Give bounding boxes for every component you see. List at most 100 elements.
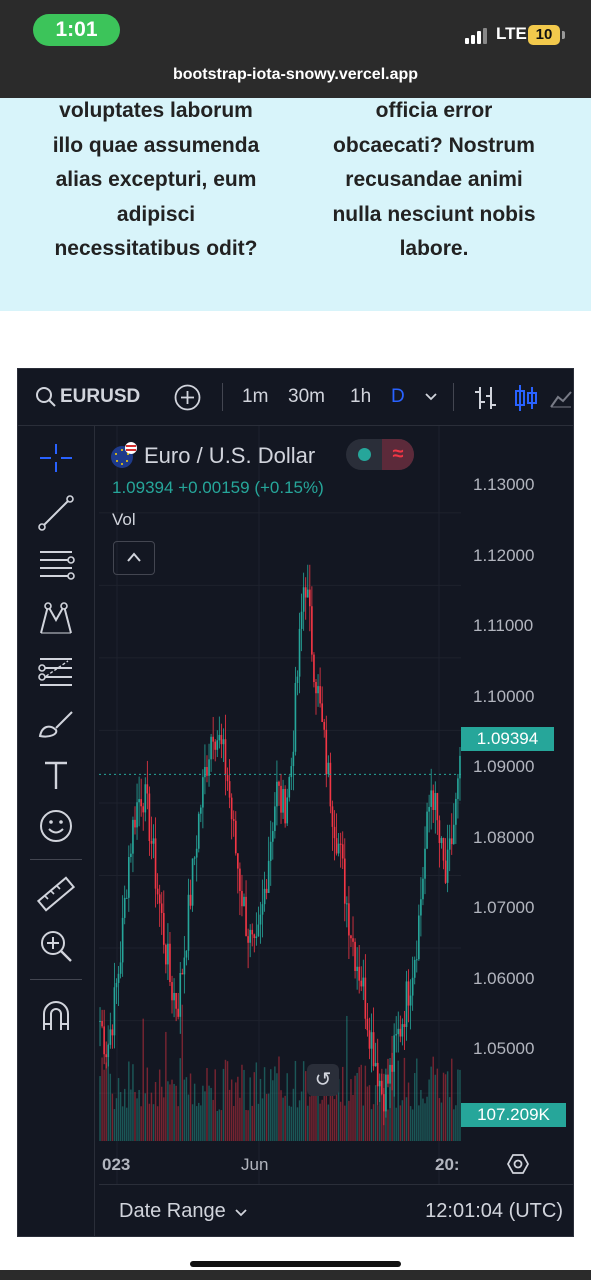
utc-clock[interactable]: 12:01:04 (UTC) xyxy=(425,1200,563,1222)
volume-bar xyxy=(193,1083,196,1141)
volume-bar xyxy=(366,1086,369,1141)
volume-bar xyxy=(163,1097,165,1141)
chevron-down-icon[interactable] xyxy=(424,392,438,402)
candle-body xyxy=(113,987,116,1036)
candle-body xyxy=(420,899,422,916)
horizontal-lines-icon[interactable] xyxy=(36,546,76,586)
symbol-search-button[interactable]: EURUSD xyxy=(60,386,141,407)
candle-body xyxy=(393,1035,395,1072)
candle-body xyxy=(267,860,270,893)
candle-body xyxy=(284,788,286,824)
volume-bar xyxy=(117,1078,120,1141)
euro-flag-icon xyxy=(111,442,137,468)
candle-body xyxy=(339,843,342,845)
volume-bar xyxy=(440,1102,443,1141)
candle-body xyxy=(271,831,274,842)
candle-body xyxy=(138,799,140,803)
volume-bar xyxy=(300,1091,303,1141)
market-status-pill[interactable]: ≈ xyxy=(346,439,414,470)
candle-body xyxy=(257,924,260,937)
candle-body xyxy=(123,897,126,918)
brush-icon[interactable] xyxy=(36,704,76,744)
collapse-legend-button[interactable] xyxy=(113,541,155,575)
interval-d[interactable]: D xyxy=(391,386,405,407)
address-bar[interactable]: bootstrap-iota-snowy.vercel.app xyxy=(172,66,419,83)
volume-label: Vol xyxy=(112,510,136,529)
volume-bar xyxy=(202,1085,204,1141)
volume-bar xyxy=(381,1068,383,1141)
reset-chart-icon[interactable]: ↺ xyxy=(307,1064,339,1096)
time-axis-label: 023 xyxy=(102,1155,131,1174)
volume-bar xyxy=(270,1069,272,1141)
volume-bar xyxy=(101,1057,103,1141)
candle-body xyxy=(354,941,356,971)
volume-bar xyxy=(146,1067,149,1141)
candle-body xyxy=(405,981,408,1027)
date-range-button[interactable]: Date Range xyxy=(119,1185,247,1237)
candle-body xyxy=(247,936,249,943)
volume-bar xyxy=(354,1075,356,1141)
candle-body xyxy=(422,878,424,900)
volume-bar xyxy=(286,1073,288,1141)
price-chart[interactable] xyxy=(99,426,573,1184)
candle-body xyxy=(364,977,367,1019)
volume-bar xyxy=(451,1058,453,1141)
candle-body xyxy=(426,811,428,849)
volume-bar xyxy=(191,1104,194,1141)
content-band: voluptates laborum illo quae assumenda a… xyxy=(0,98,591,311)
fib-lines-icon[interactable] xyxy=(36,651,76,691)
candle-body xyxy=(411,977,414,996)
candle-body xyxy=(418,915,420,960)
volume-bar xyxy=(235,1082,237,1141)
volume-bar xyxy=(455,1105,457,1141)
text-icon[interactable] xyxy=(36,755,76,795)
price-axis-label: 1.08000 xyxy=(473,828,535,847)
interval-30m[interactable]: 30m xyxy=(288,386,325,407)
candle-body xyxy=(306,589,309,598)
candle-body xyxy=(294,682,297,752)
volume-bar xyxy=(175,1085,177,1141)
crosshair-icon[interactable] xyxy=(36,438,76,478)
volume-bar xyxy=(99,1076,101,1141)
candle-body xyxy=(216,740,219,750)
candle-body xyxy=(298,628,301,677)
text-line: nulla nesciunt nobis xyxy=(332,202,536,226)
candle-body xyxy=(438,820,441,844)
candle-body xyxy=(234,820,237,854)
volume-bar xyxy=(123,1088,126,1141)
candle-body xyxy=(313,654,315,682)
trend-line-icon[interactable] xyxy=(36,493,76,533)
candles xyxy=(99,564,461,1126)
volume-bar xyxy=(224,1059,227,1141)
candle-body xyxy=(197,813,200,849)
text-line: illo quae assumenda xyxy=(52,133,260,157)
legend-price-row: 1.09394 +0.00159 (+0.15%) xyxy=(112,478,324,498)
zoom-in-icon[interactable] xyxy=(36,926,76,966)
date-range-label: Date Range xyxy=(119,1200,226,1222)
settings-hex-icon[interactable] xyxy=(507,1153,529,1175)
price-axis-label: 1.13000 xyxy=(473,475,535,494)
candle-body xyxy=(444,860,447,883)
candle-body xyxy=(210,736,212,760)
volume-bar xyxy=(374,1085,377,1141)
candle-body xyxy=(237,853,239,869)
add-compare-icon[interactable] xyxy=(174,384,201,411)
candle-body xyxy=(265,888,268,893)
home-indicator[interactable] xyxy=(190,1261,401,1267)
candles-style-icon[interactable] xyxy=(513,383,539,413)
pattern-icon[interactable] xyxy=(36,598,76,638)
magnet-icon[interactable] xyxy=(36,996,76,1036)
volume-bar xyxy=(228,1089,231,1141)
candle-body xyxy=(436,793,439,821)
candle-body xyxy=(259,914,262,925)
candle-body xyxy=(175,992,177,1009)
ruler-icon[interactable] xyxy=(36,874,76,914)
area-style-icon[interactable] xyxy=(550,389,572,409)
search-icon[interactable] xyxy=(35,386,57,408)
candle-body xyxy=(452,824,455,845)
interval-1m[interactable]: 1m xyxy=(242,386,269,407)
bar-style-icon[interactable] xyxy=(472,384,498,412)
emoji-icon[interactable] xyxy=(36,806,76,846)
interval-1h[interactable]: 1h xyxy=(350,386,372,407)
volume-bar xyxy=(187,1094,190,1141)
